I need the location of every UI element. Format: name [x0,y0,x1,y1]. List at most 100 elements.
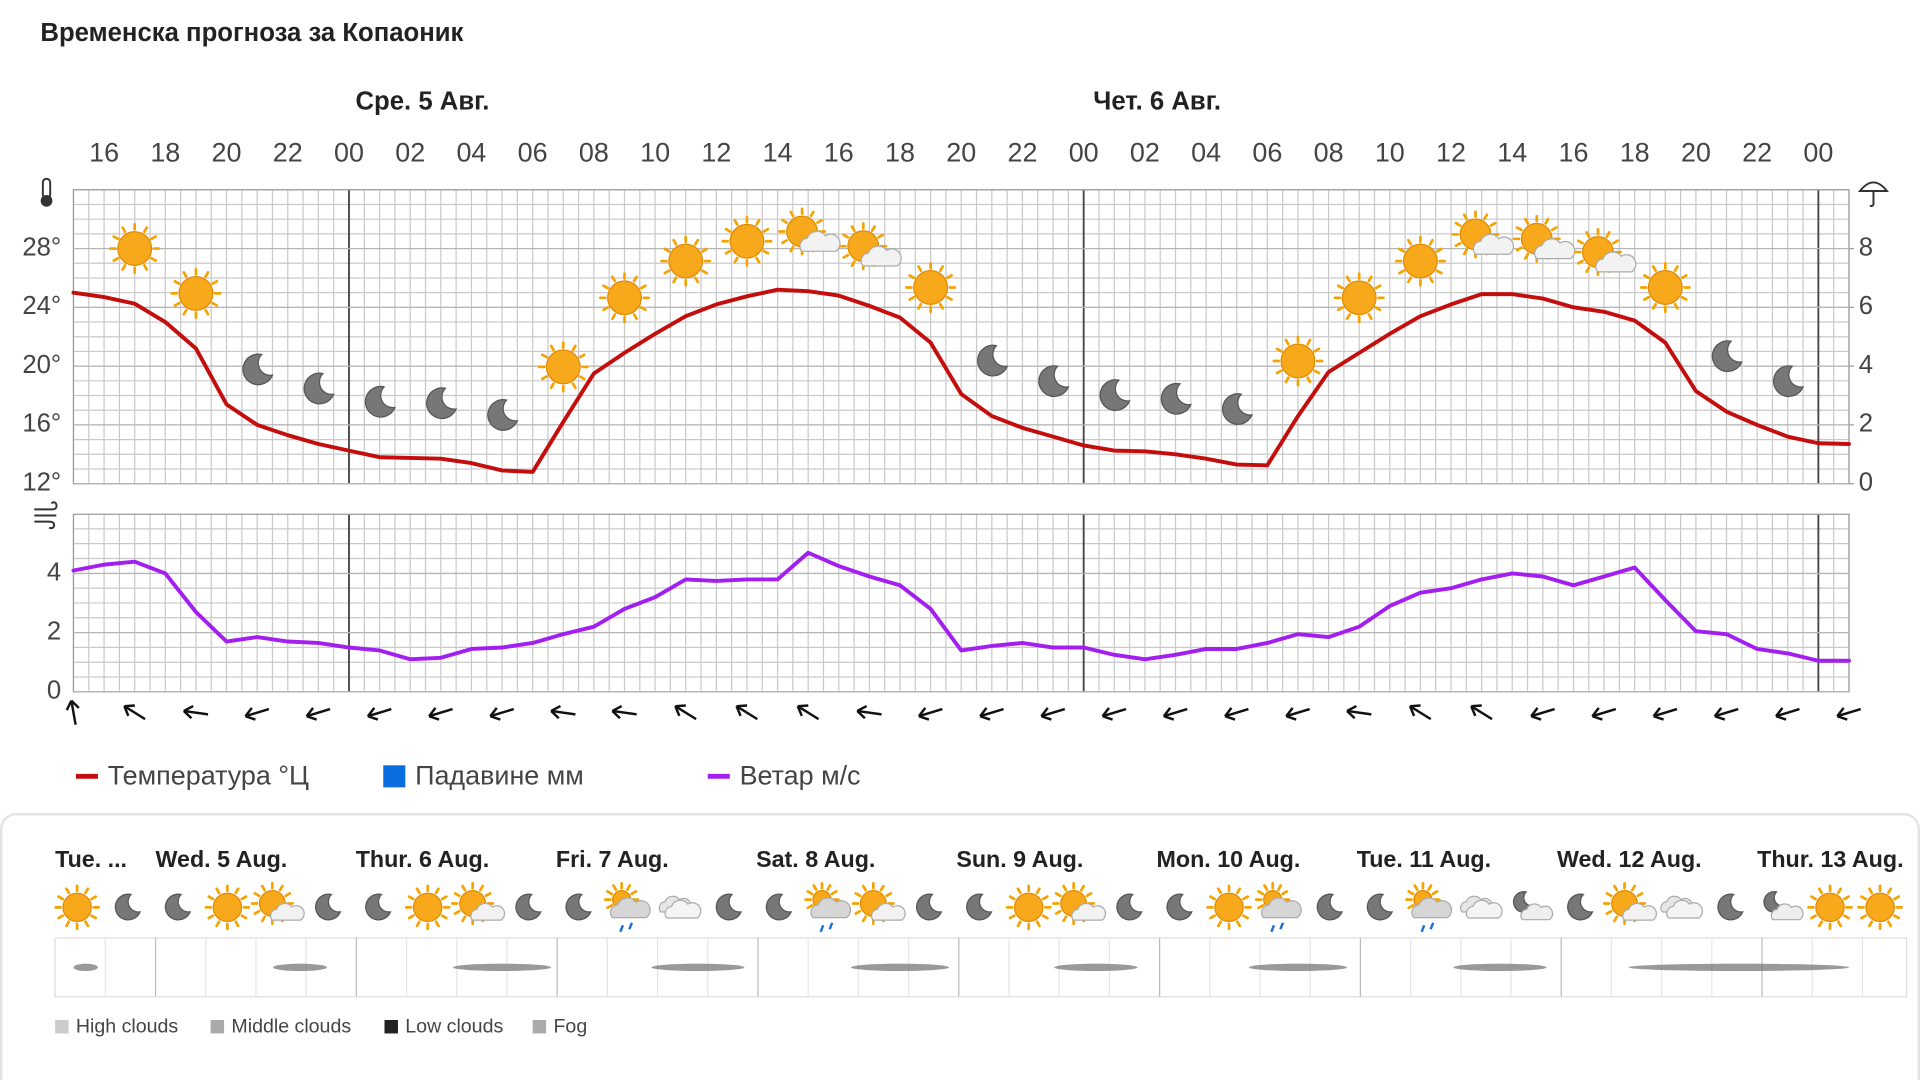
weather-icon [1394,235,1446,287]
sun-ray [253,892,261,898]
sun-ray [1576,259,1584,265]
sun-disc [1341,280,1377,316]
sun-disc [1402,243,1438,279]
moon [1038,365,1070,398]
sun-ray [1544,217,1550,225]
arrow-shaft [1102,707,1127,718]
x-tick-label: 20 [212,137,242,167]
sun-ray [453,909,461,915]
y2-tick-label: 8 [1859,233,1873,261]
sun-ray [1431,890,1439,896]
wind-arrow [735,704,758,721]
raindrop [819,924,825,933]
arrow-head [979,707,991,721]
weather-icon [1221,393,1254,425]
arrow-head [123,704,135,717]
sun-ray [1054,892,1062,898]
weather-icon [1602,881,1657,926]
sun-ray [1374,284,1382,290]
sun-ray [1345,313,1351,321]
x-tick-label: 02 [1130,137,1160,167]
cloud-legend-swatch [210,1020,225,1034]
sun-disc [62,892,92,923]
sun-ray [816,218,824,224]
sun-ray [1887,920,1893,928]
moon [1166,893,1193,921]
y2-tick-label: 2 [1859,410,1873,438]
cloud [860,245,902,267]
sun-ray [284,892,292,898]
sun-ray [1406,238,1413,246]
sun-ray [415,887,421,895]
sun-ray [1035,887,1041,895]
arrow-shaft [428,707,453,718]
day-name: Mon. 10 Aug. [1157,846,1301,872]
wind-arrow [1836,707,1862,721]
arrow-shaft [918,707,943,718]
sun-ray [1515,226,1523,232]
wind-arrow [1470,704,1493,721]
y-tick-label: 24° [22,292,61,320]
legend-label: Ветар м/с [740,761,861,791]
cloud-band [851,963,949,972]
sun-ray [453,892,461,898]
sun-ray [755,218,761,226]
sun-ray [415,920,421,928]
arrow-shaft [1285,707,1311,718]
moon [565,893,592,921]
sun-ray [121,226,127,234]
sun-ray [854,892,862,898]
moon [977,344,1009,377]
sun-ray [571,344,577,352]
sun-ray [1673,265,1679,273]
moon [1160,382,1192,415]
sun-ray [1054,909,1062,915]
sun-ray [1284,338,1290,346]
weather-icon [114,893,142,921]
sun-ray [1462,248,1468,256]
sun-ray [1406,276,1413,284]
sun-ray [1680,295,1688,301]
cloud-band [1248,963,1347,972]
x-tick-label: 12 [1436,137,1466,167]
sun-ray [1085,892,1093,898]
x-tick-label: 20 [946,137,976,167]
sun-ray [211,301,219,307]
y-tick-label: 4 [47,558,61,586]
sun-disc [212,892,243,923]
wind-arrow [1285,707,1311,721]
sun-disc [607,280,642,316]
sun-disc [729,223,765,259]
moon [715,893,743,921]
arrow-head [550,704,562,720]
weather-icon [1099,379,1131,412]
sun-ray [1673,302,1679,310]
wind-icon [34,501,58,530]
sun-ray [606,904,614,910]
sun-disc [668,243,704,279]
y-tick-label: 28° [22,233,61,261]
arrow-head [1346,704,1357,720]
cloud-legend-swatch [384,1020,398,1034]
weather-icon [1052,881,1107,926]
sun-ray [826,884,832,892]
sun-ray [173,301,181,307]
cloud [1071,902,1107,921]
wind-arrow [489,707,515,721]
sun-ray [440,914,448,920]
arrow-head [796,704,809,717]
sun-disc [1865,892,1895,923]
weather-icon [426,387,458,420]
moon [515,893,542,921]
moon [1221,393,1254,425]
sun-ray [234,887,240,895]
weather-icon [242,353,274,386]
sun-ray [1367,275,1373,283]
arrow-shaft [674,705,697,721]
weather-icon [109,223,161,275]
cloud [810,897,852,919]
arrow-head [1591,707,1603,721]
sun-ray [1041,895,1049,901]
day-name: Thur. 13 Aug. [1757,846,1903,872]
